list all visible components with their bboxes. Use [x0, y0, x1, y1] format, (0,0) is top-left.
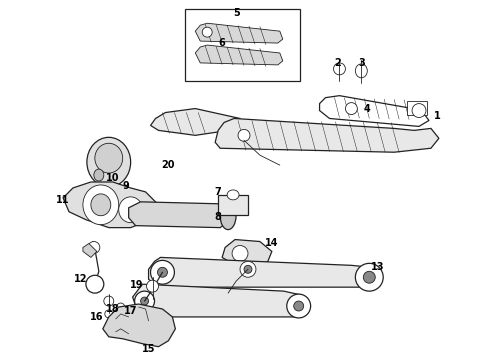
Ellipse shape	[345, 103, 357, 114]
Text: 18: 18	[106, 304, 120, 314]
Text: 11: 11	[56, 195, 70, 205]
Polygon shape	[103, 304, 175, 347]
Polygon shape	[196, 45, 283, 65]
Ellipse shape	[91, 194, 111, 216]
Text: 14: 14	[265, 238, 279, 248]
Ellipse shape	[86, 275, 104, 293]
Text: 1: 1	[434, 111, 441, 121]
Ellipse shape	[412, 104, 426, 117]
Polygon shape	[129, 202, 228, 228]
Text: 7: 7	[215, 187, 221, 197]
Text: 2: 2	[334, 58, 341, 68]
Text: 9: 9	[122, 181, 129, 191]
Text: 12: 12	[74, 274, 88, 284]
Ellipse shape	[202, 27, 212, 37]
Text: 15: 15	[142, 344, 155, 354]
Ellipse shape	[83, 185, 119, 225]
Ellipse shape	[141, 297, 148, 305]
Polygon shape	[215, 118, 439, 152]
Bar	[218, 195, 248, 215]
Ellipse shape	[287, 294, 311, 318]
Text: 17: 17	[124, 306, 137, 316]
Polygon shape	[63, 182, 158, 228]
Ellipse shape	[94, 169, 104, 181]
Ellipse shape	[238, 129, 250, 141]
Text: 19: 19	[130, 280, 144, 290]
Ellipse shape	[135, 291, 154, 311]
Polygon shape	[222, 239, 272, 267]
Text: 13: 13	[370, 262, 384, 272]
Ellipse shape	[240, 261, 256, 277]
Polygon shape	[133, 284, 308, 317]
Ellipse shape	[88, 242, 100, 253]
Text: 16: 16	[90, 312, 103, 322]
Text: 20: 20	[162, 160, 175, 170]
Bar	[407, 100, 427, 114]
Polygon shape	[196, 23, 283, 43]
Ellipse shape	[244, 265, 252, 273]
Ellipse shape	[150, 260, 174, 284]
Text: 4: 4	[364, 104, 370, 113]
Ellipse shape	[147, 280, 158, 292]
Ellipse shape	[232, 246, 248, 261]
Text: 10: 10	[106, 173, 120, 183]
Ellipse shape	[294, 301, 304, 311]
Text: 5: 5	[234, 8, 241, 18]
Text: 8: 8	[215, 212, 221, 222]
Polygon shape	[319, 96, 429, 126]
Polygon shape	[148, 257, 375, 287]
Ellipse shape	[227, 190, 239, 200]
Ellipse shape	[355, 264, 383, 291]
Text: 3: 3	[358, 58, 365, 68]
Ellipse shape	[363, 271, 375, 283]
Ellipse shape	[157, 267, 168, 277]
Polygon shape	[83, 243, 97, 257]
Polygon shape	[150, 109, 242, 135]
Ellipse shape	[87, 137, 131, 187]
Text: 6: 6	[219, 38, 225, 48]
Bar	[185, 9, 300, 81]
Ellipse shape	[95, 143, 122, 173]
Ellipse shape	[119, 197, 143, 223]
Ellipse shape	[220, 202, 236, 230]
